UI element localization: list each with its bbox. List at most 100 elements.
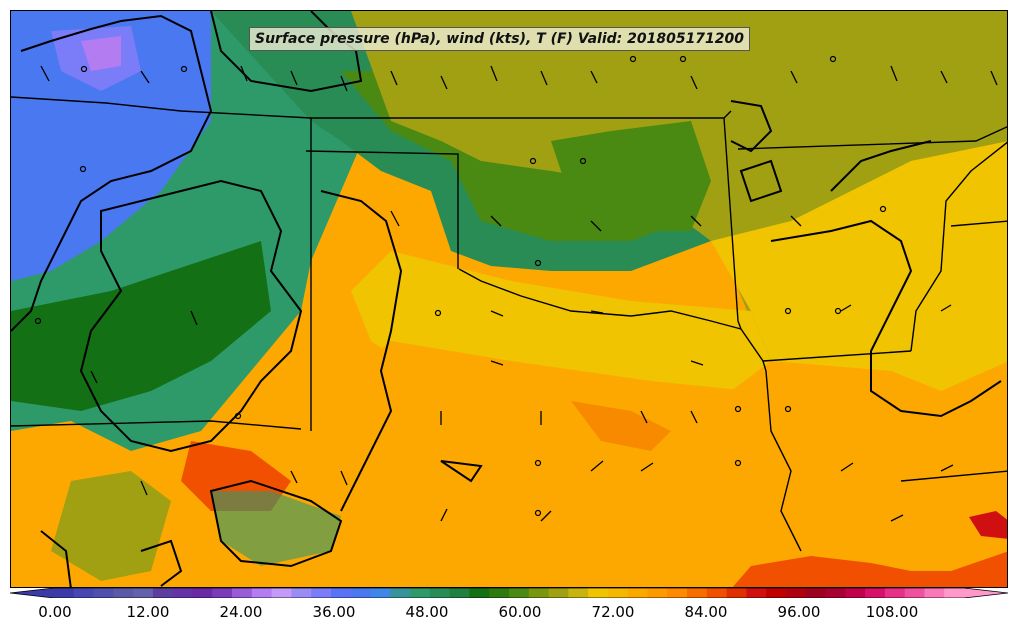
temp-cool-sw-valley bbox=[211, 491, 341, 566]
colorbar-swatch bbox=[172, 588, 193, 598]
wind-barb bbox=[790, 70, 798, 84]
temp-yellow-arkansas bbox=[711, 141, 1007, 391]
wind-barb bbox=[140, 70, 150, 84]
wind-barb bbox=[290, 470, 298, 484]
colorbar-swatch bbox=[647, 588, 668, 598]
wind-barbs bbox=[40, 65, 998, 522]
colorbar-swatch bbox=[706, 588, 728, 598]
wind-barb bbox=[40, 65, 50, 82]
colorbar-tick-label: 108.00 bbox=[865, 603, 919, 621]
colorbar-swatch bbox=[785, 588, 807, 598]
wind-barb bbox=[240, 65, 248, 82]
colorbar-swatch bbox=[766, 588, 787, 598]
temp-darkgreen-west bbox=[11, 241, 271, 411]
calm-station bbox=[879, 205, 887, 213]
colorbar-swatch bbox=[469, 588, 490, 598]
calm-station bbox=[434, 309, 442, 317]
calm-station bbox=[734, 459, 742, 467]
colorbar-swatch bbox=[192, 588, 213, 598]
calm-station bbox=[180, 65, 188, 73]
colorbar-swatch bbox=[825, 588, 846, 598]
colorbar-swatch bbox=[944, 588, 965, 598]
wind-barb bbox=[490, 65, 498, 82]
colorbar-tick-label: 48.00 bbox=[405, 603, 449, 621]
colorbar-swatch bbox=[390, 588, 411, 598]
colorbar-swatch bbox=[370, 588, 391, 598]
colorbar-swatch bbox=[509, 588, 530, 598]
wind-barb bbox=[390, 210, 400, 227]
wind-barb bbox=[690, 410, 698, 424]
isobar-3 bbox=[79, 179, 303, 453]
wind-barb bbox=[390, 70, 398, 86]
boundary-mississippi-river bbox=[910, 141, 1007, 352]
colorbar-swatch bbox=[133, 588, 154, 598]
temp-green-kansas-core bbox=[551, 121, 711, 231]
calm-station bbox=[579, 157, 587, 165]
wind-barb bbox=[690, 75, 698, 90]
wind-barb bbox=[590, 220, 602, 232]
temp-coldest-peaks bbox=[81, 36, 121, 71]
wind-barb bbox=[590, 460, 604, 472]
wind-barb bbox=[140, 480, 148, 496]
calm-station bbox=[534, 259, 542, 267]
boundary-tennessee bbox=[950, 220, 1007, 227]
wind-barb bbox=[990, 70, 998, 86]
boundary-louisiana-south bbox=[900, 470, 1007, 482]
wind-barb bbox=[940, 464, 954, 472]
colorbar-swatch bbox=[568, 588, 589, 598]
calm-station bbox=[534, 459, 542, 467]
colorbar-swatch bbox=[330, 588, 352, 598]
calm-stations bbox=[34, 55, 887, 517]
colorbar-swatch bbox=[410, 588, 431, 598]
calm-station bbox=[34, 317, 42, 325]
colorbar-swatch bbox=[667, 588, 688, 598]
colorbar-swatch bbox=[271, 588, 292, 598]
wind-barb bbox=[290, 70, 298, 86]
colorbar-swatch bbox=[904, 588, 925, 598]
isobar-1 bbox=[11, 14, 213, 332]
wind-barb bbox=[840, 462, 854, 472]
isobar-8 bbox=[830, 140, 932, 192]
colorbar-tick-label: 36.00 bbox=[312, 603, 356, 621]
colorbar-extend-high bbox=[964, 588, 1008, 598]
colorbar-swatch bbox=[588, 588, 609, 598]
boundary-kansas-missouri bbox=[723, 117, 767, 372]
wind-barb bbox=[690, 360, 704, 366]
calm-station bbox=[234, 412, 242, 420]
wind-barb bbox=[90, 370, 98, 384]
wind-barb bbox=[890, 65, 898, 82]
colorbar-swatch bbox=[489, 588, 510, 598]
wind-barb bbox=[490, 360, 504, 366]
colorbar-swatch bbox=[687, 588, 708, 598]
isobar-7 bbox=[770, 219, 1002, 418]
map-canvas bbox=[11, 11, 1007, 587]
wind-barb bbox=[790, 215, 802, 227]
colorbar-tick-label: 96.00 bbox=[777, 603, 821, 621]
temp-olive-southwest bbox=[51, 471, 171, 581]
colorbar-swatch bbox=[152, 588, 174, 598]
colorbar-swatch bbox=[291, 588, 312, 598]
calm-station bbox=[79, 165, 87, 173]
colorbar-tick-label: 24.00 bbox=[219, 603, 263, 621]
wind-barb bbox=[690, 215, 702, 227]
isobar-11 bbox=[140, 539, 183, 587]
temp-orange-texas bbox=[291, 341, 811, 586]
wind-barb bbox=[490, 310, 504, 317]
wind-barb bbox=[490, 215, 502, 227]
isobar-9 bbox=[440, 460, 483, 483]
wind-barb bbox=[840, 304, 852, 312]
isobar-12 bbox=[40, 530, 72, 587]
wind-barb bbox=[890, 514, 904, 522]
temp-warm-patch-central bbox=[571, 401, 671, 451]
map-title: Surface pressure (hPa), wind (kts), T (F… bbox=[249, 27, 751, 51]
wind-barb bbox=[640, 462, 654, 472]
temp-cold-rockies bbox=[11, 11, 211, 281]
colorbar-swatch bbox=[93, 588, 114, 598]
colorbar-swatch bbox=[627, 588, 648, 598]
colorbar-swatch bbox=[311, 588, 332, 598]
colorbar-swatch bbox=[548, 588, 569, 598]
colorbar-swatch bbox=[251, 588, 273, 598]
isobar-10 bbox=[209, 479, 343, 568]
colorbar-swatch bbox=[607, 588, 629, 598]
weather-map: Surface pressure (hPa), wind (kts), T (F… bbox=[10, 10, 1008, 588]
